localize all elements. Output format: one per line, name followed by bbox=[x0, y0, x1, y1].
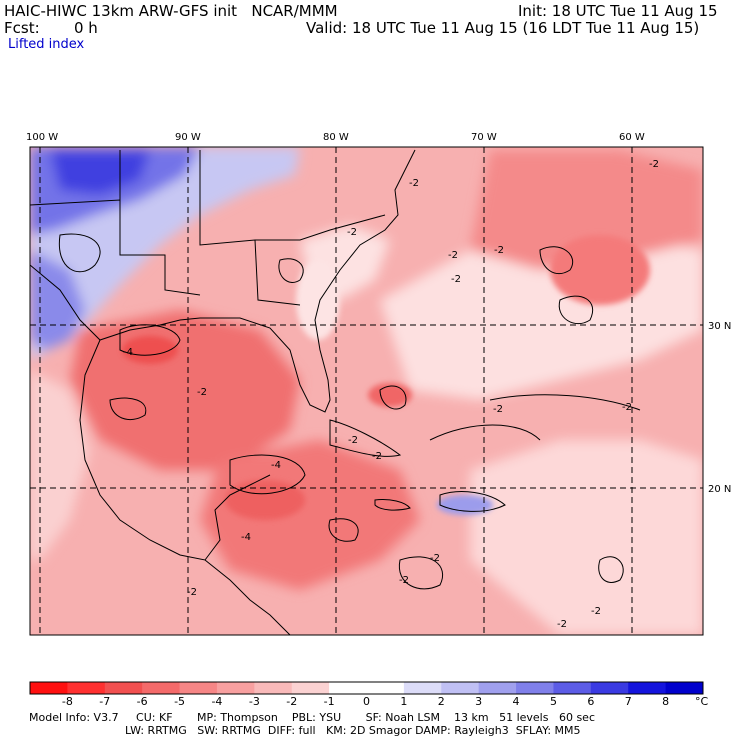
atlantic-hotspot bbox=[550, 235, 650, 305]
colorbar-tick-label: -7 bbox=[99, 695, 110, 708]
lat-label-30n: 30 N bbox=[708, 321, 731, 332]
colorbar-tick-label: 2 bbox=[438, 695, 445, 708]
colorbar-labels: -8 -7 -6 -5 -4 -3 -2 -1 0 1 2 3 4 5 6 7 8 bbox=[62, 695, 669, 708]
contour-label: -2 bbox=[187, 587, 197, 598]
colorbar-tick-label: -4 bbox=[211, 695, 222, 708]
map-frame bbox=[29, 146, 704, 636]
florida-pale bbox=[296, 260, 340, 340]
colorbar-frame bbox=[29, 681, 704, 695]
contour-label: -2 bbox=[409, 178, 419, 189]
contour-label: -2 bbox=[451, 274, 461, 285]
lon-label-70w: 70 W bbox=[471, 132, 497, 143]
colorbar-swatch bbox=[291, 682, 330, 694]
colorbar-tick-label: 4 bbox=[513, 695, 520, 708]
colorbar-swatch bbox=[254, 682, 293, 694]
colorbar-tick-label: 5 bbox=[550, 695, 557, 708]
atlantic-red bbox=[470, 150, 703, 270]
gulf-hotspot bbox=[122, 336, 178, 364]
colorbar-tick-label: -6 bbox=[137, 695, 148, 708]
colorbar-swatch bbox=[590, 682, 629, 694]
colorbar-tick-label: 1 bbox=[400, 695, 407, 708]
lon-label-90w: 90 W bbox=[175, 132, 201, 143]
core-blue bbox=[50, 150, 150, 195]
colorbar-tick-label: -3 bbox=[249, 695, 260, 708]
forecast-label: Fcst: bbox=[4, 19, 40, 37]
colorbar-swatch bbox=[142, 682, 181, 694]
colorbar-tick-label: -2 bbox=[286, 695, 297, 708]
colorbar-swatch bbox=[179, 682, 218, 694]
colorbar-tick-label: 0 bbox=[363, 695, 370, 708]
contour-label: -2 bbox=[372, 451, 382, 462]
contour-label: -2 bbox=[649, 159, 659, 170]
colorbar-swatch bbox=[366, 682, 405, 694]
colorbar-swatch bbox=[30, 682, 68, 694]
contour-label: -2 bbox=[399, 575, 409, 586]
colorbar-swatch bbox=[216, 682, 255, 694]
model-title: HAIC-HIWC 13km ARW-GFS init NCAR/MMM bbox=[4, 2, 338, 20]
colorbar-tick-label: -1 bbox=[324, 695, 335, 708]
contour-label: -2 bbox=[348, 435, 358, 446]
lon-label-60w: 60 W bbox=[619, 132, 645, 143]
mexico-pale bbox=[30, 370, 90, 560]
hispaniola-blue bbox=[437, 495, 493, 515]
contour-label: -2 bbox=[448, 250, 458, 261]
colorbar-swatch bbox=[553, 682, 592, 694]
colorbar-tick-label: 6 bbox=[587, 695, 594, 708]
valid-time: Valid: 18 UTC Tue 11 Aug 15 (16 LDT Tue … bbox=[306, 19, 700, 37]
field-name: Lifted index bbox=[8, 37, 85, 52]
forecast-hour: 0 h bbox=[74, 19, 98, 37]
lon-label-100w: 100 W bbox=[26, 132, 58, 143]
colorbar-tick-label: 8 bbox=[662, 695, 669, 708]
colorbar bbox=[29, 681, 704, 695]
contour-label: -4 bbox=[123, 347, 133, 358]
colorbar-swatch bbox=[67, 682, 106, 694]
lon-label-80w: 80 W bbox=[323, 132, 349, 143]
contour-label: -4 bbox=[241, 532, 251, 543]
colorbar-tick-label: 3 bbox=[475, 695, 482, 708]
lifted-index-field: -2 -2 -2 -2 -2 -2 -4 -2 -4 -2 -2 -2 -2 -… bbox=[30, 147, 703, 635]
colorbar-tick-label: 7 bbox=[625, 695, 632, 708]
colorbar-swatch bbox=[329, 682, 367, 694]
colorbar-tick-label: -5 bbox=[174, 695, 185, 708]
contour-label: -2 bbox=[493, 404, 503, 415]
contour-label: -2 bbox=[622, 402, 632, 413]
atlantic-south-pale bbox=[470, 440, 703, 635]
caribbean-red bbox=[200, 440, 420, 590]
init-time: Init: 18 UTC Tue 11 Aug 15 bbox=[518, 2, 718, 20]
contour-label: -2 bbox=[197, 387, 207, 398]
colorbar-swatch bbox=[441, 682, 480, 694]
contour-label: -2 bbox=[347, 227, 357, 238]
lat-label-20n: 20 N bbox=[708, 484, 731, 495]
contour-label: -2 bbox=[430, 553, 440, 564]
contour-label: -2 bbox=[557, 619, 567, 630]
colorbar-swatch bbox=[478, 682, 517, 694]
coastlines bbox=[30, 149, 506, 635]
contour-label: -4 bbox=[271, 460, 281, 471]
colorbar-swatch bbox=[104, 682, 143, 694]
colorbar-unit: °C bbox=[695, 695, 709, 708]
colorbar-swatch bbox=[628, 682, 667, 694]
contour-label: -2 bbox=[591, 606, 601, 617]
model-info-line1: Model Info: V3.7 CU: KF MP: Thompson PBL… bbox=[29, 711, 595, 724]
model-info-line2: LW: RRTMG SW: RRTMG DIFF: full KM: 2D Sm… bbox=[125, 724, 581, 737]
colorbar-swatch bbox=[665, 682, 704, 694]
contour-lines bbox=[58, 233, 641, 590]
contour-label: -2 bbox=[494, 245, 504, 256]
graticule bbox=[30, 147, 703, 635]
colorbar-tick-label: -8 bbox=[62, 695, 73, 708]
colorbar-swatch bbox=[516, 682, 554, 694]
colorbar-swatch bbox=[403, 682, 442, 694]
